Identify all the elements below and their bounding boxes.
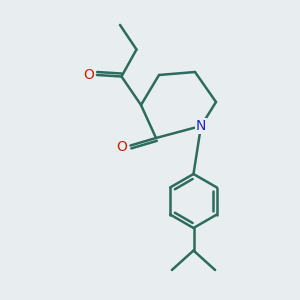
Text: N: N	[196, 119, 206, 133]
Text: O: O	[83, 68, 94, 82]
Text: O: O	[117, 140, 128, 154]
